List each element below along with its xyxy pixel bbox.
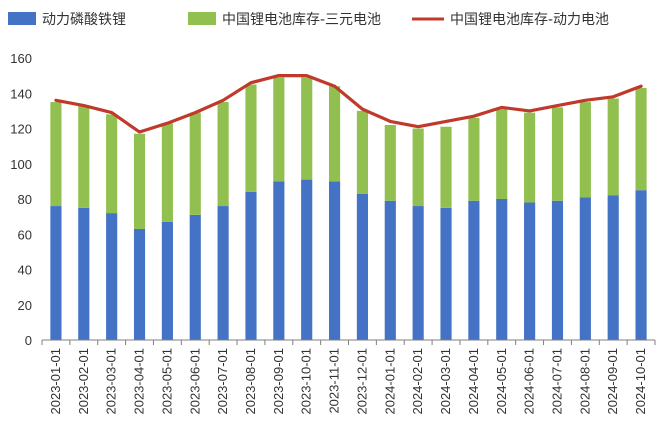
line-series-group: [54, 73, 643, 134]
x-axis: 2023-01-01 2023-02-01 2023-03-01 2023-04-01…: [41, 339, 656, 415]
x-tick-label: 2024-06-01: [522, 348, 537, 415]
y-tick-label: 60: [18, 227, 32, 242]
bar-segment-lfp: [579, 197, 591, 340]
x-tick-label: 2023-02-01: [76, 348, 91, 415]
bar-segment-ternary: [524, 112, 536, 203]
x-tick-label: 2023-09-01: [271, 348, 286, 415]
bar-segment-ternary: [301, 77, 313, 180]
x-tick-label: 2023-03-01: [104, 348, 119, 415]
bar-segment-ternary: [551, 107, 564, 201]
x-tick-label: 2024-05-01: [494, 348, 509, 415]
bar-segment-ternary: [133, 133, 146, 229]
x-tick-label: 2024-07-01: [549, 348, 564, 415]
x-tick-label: 2023-12-01: [354, 348, 369, 415]
y-axis: 0 20 40 60 80 100 120 140 160: [10, 51, 32, 348]
legend-label-2: 中国锂电池库存-动力电池: [450, 12, 609, 28]
bar-segment-lfp: [524, 202, 536, 340]
bar-segment-lfp: [328, 181, 341, 340]
bar-segment-ternary: [189, 112, 201, 215]
bar-segment-ternary: [440, 126, 452, 208]
bar-segment-ternary: [496, 109, 508, 199]
line-series-power-battery: [54, 73, 643, 134]
bar-segment-ternary: [273, 77, 285, 182]
y-tick-label: 120: [10, 122, 32, 137]
y-tick-label: 0: [25, 333, 32, 348]
x-tick-label: 2024-02-01: [410, 348, 425, 415]
x-tick-label: 2024-10-01: [633, 348, 648, 415]
x-tick-label: 2024-09-01: [605, 348, 620, 415]
y-tick-label: 160: [10, 51, 32, 66]
y-tick-label: 80: [18, 192, 32, 207]
bar-segment-ternary: [384, 124, 396, 201]
bar-segment-lfp: [217, 206, 229, 340]
x-tick-label: 2024-03-01: [438, 348, 453, 415]
y-tick-label: 100: [10, 157, 32, 172]
bar-segment-ternary: [579, 102, 591, 198]
bar-segment-ternary: [245, 84, 257, 192]
x-tick-label: 2024-01-01: [382, 348, 397, 415]
bar-segment-lfp: [106, 213, 118, 340]
x-tick-label: 2024-08-01: [577, 348, 592, 415]
legend-label-1: 中国锂电池库存-三元电池: [222, 12, 381, 28]
bar-segment-ternary: [412, 128, 424, 207]
bars-group: [50, 77, 647, 340]
bar-segment-ternary: [217, 102, 229, 207]
bar-segment-ternary: [468, 117, 480, 201]
bar-segment-ternary: [50, 102, 62, 207]
bar-segment-lfp: [245, 191, 257, 340]
legend: 动力磷酸铁锂 中国锂电池库存-三元电池 中国锂电池库存-动力电池: [8, 12, 609, 28]
bar-segment-ternary: [78, 105, 90, 208]
bar-segment-lfp: [384, 200, 396, 340]
bar-segment-lfp: [133, 228, 146, 340]
bar-segment-ternary: [635, 87, 647, 191]
x-tick-label: 2023-01-01: [48, 348, 63, 415]
legend-label-0: 动力磷酸铁锂: [42, 12, 126, 28]
bar-segment-ternary: [161, 123, 173, 222]
bar-segment-ternary: [328, 86, 341, 182]
legend-swatch-0: [8, 12, 36, 25]
bar-segment-lfp: [468, 200, 480, 340]
bar-segment-lfp: [161, 221, 173, 340]
y-tick-label: 140: [10, 86, 32, 101]
bar-segment-lfp: [78, 207, 90, 340]
bar-segment-lfp: [356, 193, 369, 340]
y-tick-label: 20: [18, 298, 32, 313]
x-tick-label: 2024-04-01: [466, 348, 481, 415]
x-tick-label: 2023-06-01: [187, 348, 202, 415]
bar-segment-ternary: [356, 110, 369, 194]
bar-segment-lfp: [496, 199, 508, 340]
bar-segment-lfp: [412, 206, 424, 340]
bar-segment-lfp: [551, 200, 564, 340]
bar-segment-lfp: [273, 181, 285, 340]
bar-segment-lfp: [50, 206, 62, 340]
bar-segment-ternary: [106, 114, 118, 214]
x-tick-label: 2023-05-01: [159, 348, 174, 415]
bar-segment-lfp: [301, 179, 313, 340]
y-tick-label: 40: [18, 263, 32, 278]
bar-segment-ternary: [607, 98, 619, 196]
x-tick-label: 2023-07-01: [215, 348, 230, 415]
x-tick-label: 2023-10-01: [299, 348, 314, 415]
x-tick-label: 2023-08-01: [243, 348, 258, 415]
bar-segment-lfp: [189, 214, 201, 340]
x-tick-label: 2023-11-01: [327, 348, 342, 414]
bar-segment-lfp: [607, 195, 619, 340]
bar-segment-lfp: [440, 207, 452, 340]
legend-swatch-1: [188, 12, 216, 25]
x-tick-label: 2023-04-01: [132, 348, 147, 415]
bar-segment-lfp: [635, 190, 647, 340]
